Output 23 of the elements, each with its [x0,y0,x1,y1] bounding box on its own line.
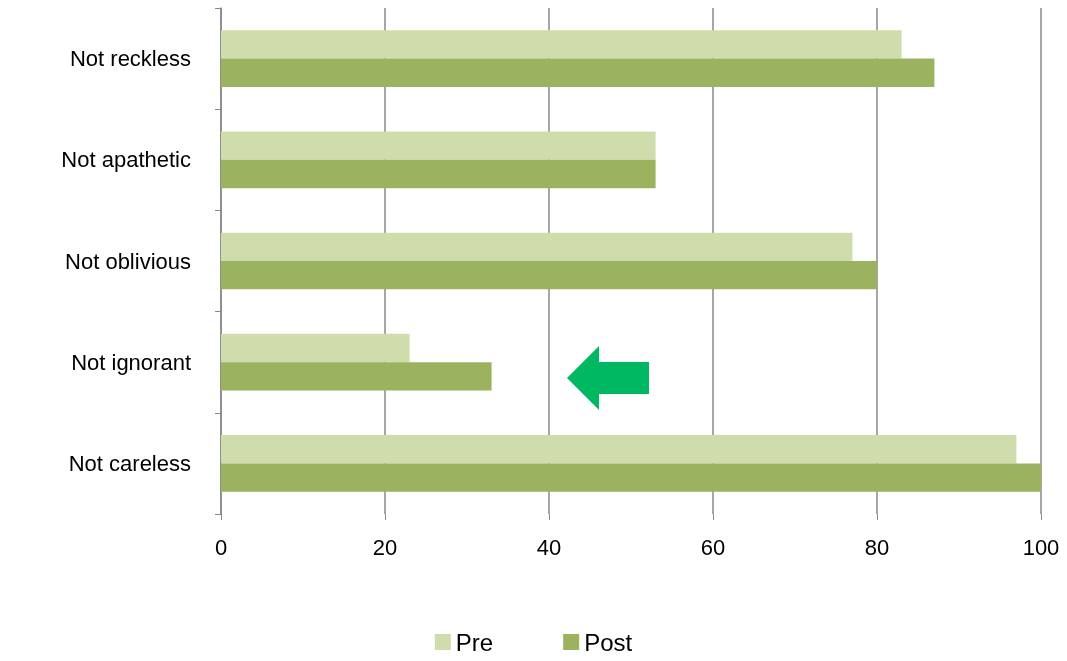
y-tick-label: Not careless [68,450,191,476]
x-tick-label: 60 [700,534,726,560]
bar [221,58,935,87]
y-tick-label: Not apathetic [61,147,191,173]
bar [221,30,902,59]
x-tick-label: 100 [1022,534,1060,560]
x-tick-label: 0 [214,534,228,560]
bar [221,333,410,363]
bar [221,159,656,189]
x-tick-label: 40 [536,534,562,560]
bar [221,435,1017,464]
bar [221,261,877,290]
y-tick-label: Not reckless [69,46,191,72]
bar [221,463,1041,492]
bar [221,362,492,391]
legend-label: Pre [455,628,494,656]
y-tick-label: Not ignorant [71,349,191,375]
legend-label: Post [584,628,633,656]
x-tick-label: 20 [372,534,398,560]
bar [221,131,656,160]
y-tick-label: Not oblivious [65,248,191,274]
x-tick-label: 80 [864,534,890,560]
bar [221,232,853,261]
